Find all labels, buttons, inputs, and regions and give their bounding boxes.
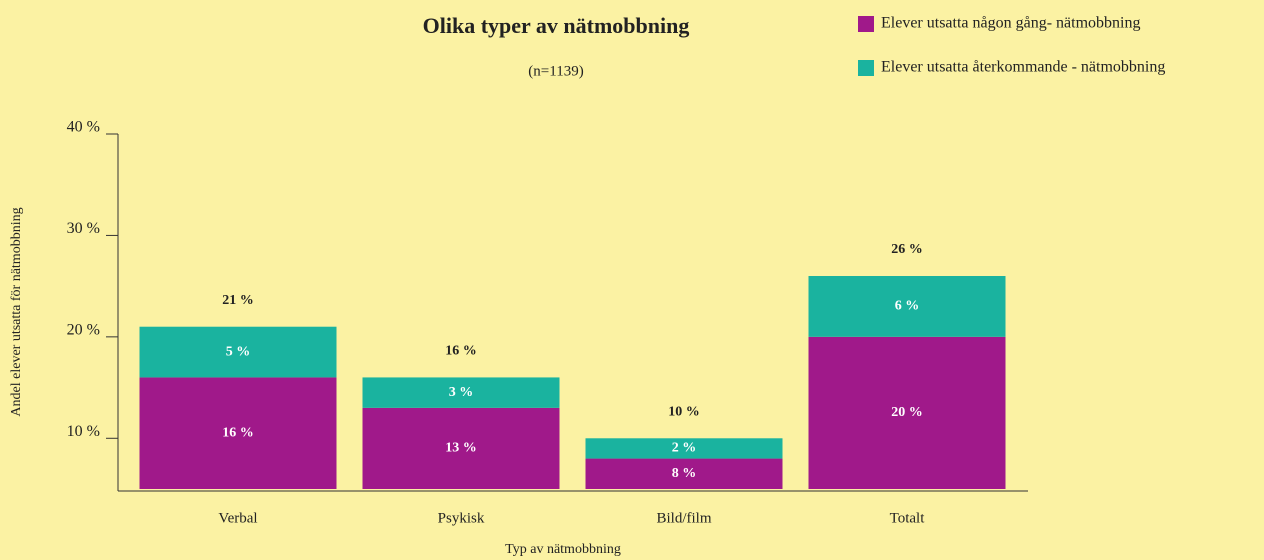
y-tick-label: 30 %	[67, 220, 100, 237]
segment-label: 13 %	[445, 441, 477, 456]
x-tick-label: Verbal	[218, 510, 257, 526]
segment-label: 16 %	[222, 425, 254, 440]
bar-segment	[139, 326, 337, 378]
y-tick-label: 20 %	[67, 322, 100, 339]
bar-segment	[808, 336, 1006, 489]
legend-swatch	[858, 60, 874, 76]
total-label: 21 %	[222, 293, 254, 308]
segment-label: 2 %	[672, 441, 697, 456]
segment-label: 5 %	[226, 344, 251, 359]
segment-label: 6 %	[895, 299, 920, 314]
x-tick-label: Bild/film	[656, 510, 711, 526]
segment-label: 8 %	[672, 466, 697, 481]
y-tick-label: 10 %	[67, 423, 100, 440]
bar-segment	[808, 276, 1006, 337]
bar-segment	[139, 377, 337, 489]
total-label: 26 %	[891, 242, 923, 257]
bar-segment	[362, 407, 560, 489]
chart-title: Olika typer av nätmobbning	[423, 13, 690, 38]
chart-subtitle: (n=1139)	[528, 63, 583, 79]
bar-segment	[585, 458, 783, 489]
legend-swatch	[858, 16, 874, 32]
total-label: 16 %	[445, 344, 477, 359]
x-axis-label: Typ av nätmobbning	[505, 542, 621, 557]
legend-label: Elever utsatta återkommande - nätmobbnin…	[881, 59, 1165, 76]
y-tick-label: 40 %	[67, 119, 100, 136]
segment-label: 3 %	[449, 385, 474, 400]
x-tick-label: Totalt	[890, 510, 926, 526]
bar-segment	[362, 377, 560, 408]
segment-label: 20 %	[891, 405, 923, 420]
legend-label: Elever utsatta någon gång- nätmobbning	[881, 15, 1140, 32]
bar-segment	[585, 438, 783, 459]
total-label: 10 %	[668, 405, 700, 420]
x-tick-label: Psykisk	[438, 510, 485, 526]
y-axis-label: Andel elever utsatta för nätmobbning	[9, 207, 24, 416]
